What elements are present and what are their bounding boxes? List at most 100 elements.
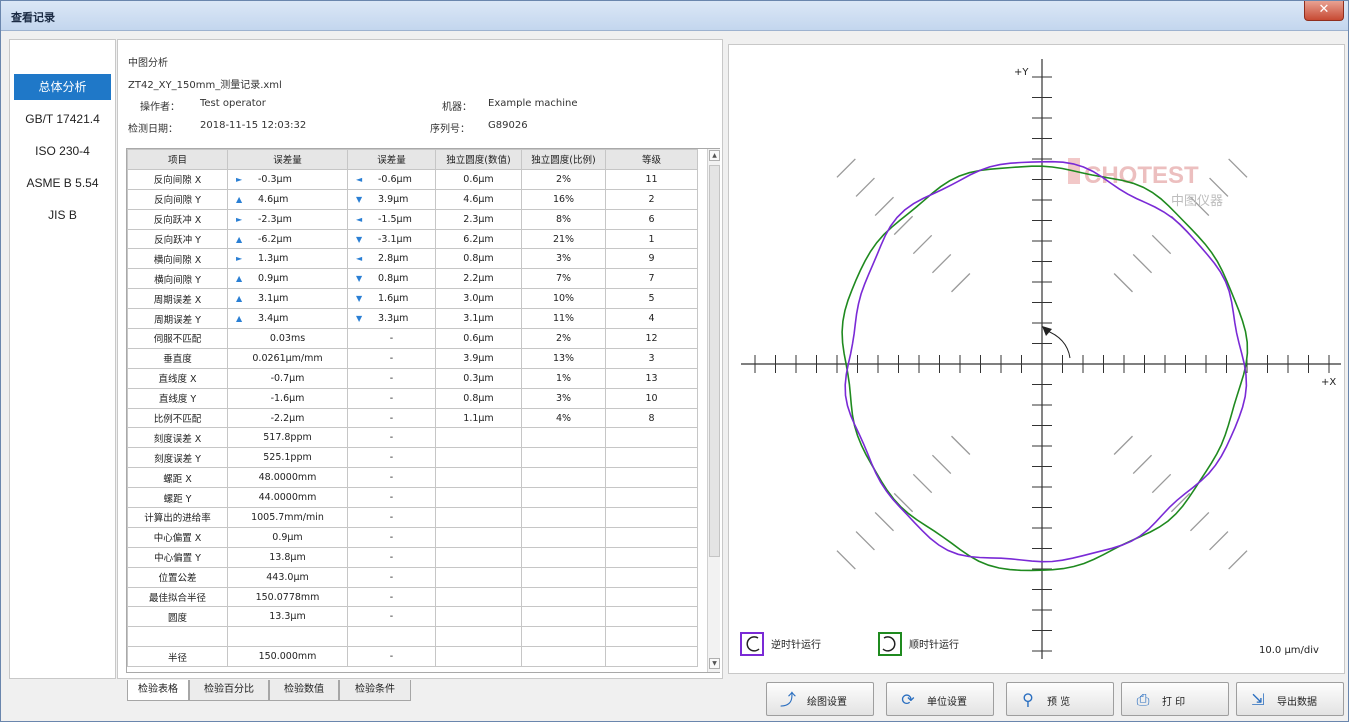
- col-header-error-forward: 误差量: [227, 149, 348, 170]
- tab-test-table[interactable]: 检验表格: [127, 680, 189, 701]
- export-data-icon: ⇲: [1251, 690, 1265, 709]
- cell-roundness-value: 0.3μm: [435, 367, 522, 389]
- cell-error-reverse-value: -: [389, 531, 394, 543]
- tab-test-conditions[interactable]: 检验条件: [339, 680, 411, 701]
- close-button[interactable]: ✕: [1304, 1, 1344, 21]
- sidebar-item-jis-b[interactable]: JIS B: [48, 208, 77, 222]
- cell-error-forward-value: -2.2μm: [270, 412, 305, 424]
- hatch-mark: [893, 215, 914, 236]
- polar-plot-panel: CHOTEST 中图仪器 +Y +X 逆时针运行 顺时针运行 10.0 μm/d…: [728, 44, 1345, 674]
- cell-roundness-value: [435, 646, 522, 668]
- print-button[interactable]: ⎙ 打 印: [1121, 682, 1229, 716]
- cell-error-forward-value: 150.000mm: [258, 651, 317, 663]
- hatch-mark: [1190, 512, 1210, 532]
- cell-item: 最佳拟合半径: [127, 586, 228, 608]
- cell-error-reverse: -: [347, 467, 436, 489]
- cell-item: 直线度 Y: [127, 387, 228, 409]
- table-row: 位置公差 443.0μm -: [127, 566, 698, 588]
- cell-roundness-value: [435, 447, 522, 469]
- cell-error-forward-value: 13.8μm: [269, 551, 306, 563]
- export-data-button[interactable]: ⇲ 导出数据: [1236, 682, 1344, 716]
- cell-error-reverse-value: -: [389, 472, 394, 484]
- cell-item: 周期误差 Y: [127, 308, 228, 330]
- hatch-mark: [1113, 435, 1133, 455]
- y-axis-label: +Y: [1014, 67, 1029, 78]
- cell-item: 中心偏置 Y: [127, 546, 228, 568]
- cell-error-forward: 525.1ppm: [227, 447, 348, 469]
- cell-roundness-value: 0.6μm: [435, 328, 522, 349]
- hatch-mark: [951, 435, 971, 455]
- cell-roundness-percent: [521, 626, 606, 648]
- x-axis-label: +X: [1321, 377, 1336, 388]
- preview-button[interactable]: ⚲ 预 览: [1006, 682, 1114, 716]
- cell-roundness-value: [435, 427, 522, 449]
- table-row: 横向间隙 X ► 1.3μm ◄ 2.8μm 0.8μm 3% 9: [127, 248, 698, 270]
- analysis-type: 中图分析: [128, 58, 168, 69]
- cell-grade: 8: [605, 407, 698, 429]
- cell-error-forward: -2.2μm: [227, 407, 348, 429]
- machine-value: Example machine: [488, 98, 578, 109]
- printer-icon: ⎙: [1136, 690, 1150, 709]
- cell-item: 螺距 X: [127, 467, 228, 489]
- hatch-mark: [836, 550, 856, 570]
- table-row: 计算出的进给率 1005.7mm/min -: [127, 507, 698, 528]
- sidebar-item-iso-230-4[interactable]: ISO 230-4: [35, 144, 90, 158]
- cell-error-forward-value: 0.03ms: [269, 332, 306, 344]
- cell-roundness-value: [435, 507, 522, 528]
- cell-grade: 2: [605, 188, 698, 210]
- cell-error-forward: -1.6μm: [227, 387, 348, 409]
- cell-error-forward-value: 3.4μm: [258, 313, 289, 325]
- ccw-arrow-glyph: [746, 636, 760, 652]
- scroll-thumb[interactable]: [709, 165, 720, 557]
- cell-grade: 10: [605, 387, 698, 409]
- hatch-mark: [874, 512, 894, 532]
- reverse-arrow-icon: ▼: [356, 234, 363, 244]
- reverse-arrow-icon: ▼: [356, 194, 363, 204]
- cell-error-reverse: -: [347, 566, 436, 588]
- scroll-up-icon[interactable]: ▲: [709, 150, 720, 161]
- plot-settings-button[interactable]: ⤴ 绘图设置: [766, 682, 874, 716]
- scroll-down-icon[interactable]: ▼: [709, 658, 720, 669]
- cell-error-forward-value: 443.0μm: [266, 571, 309, 583]
- cell-roundness-value: [435, 566, 522, 588]
- tab-test-percentage[interactable]: 检验百分比: [189, 680, 269, 701]
- table-scrollbar[interactable]: ▲ ▼: [707, 149, 720, 672]
- cell-item: 圆度: [127, 606, 228, 628]
- hatch-mark: [1113, 273, 1133, 293]
- watermark-brand: CHOTEST: [1084, 162, 1199, 189]
- cell-roundness-value: 3.0μm: [435, 288, 522, 310]
- cell-error-forward: 1005.7mm/min: [227, 507, 348, 528]
- hatch-mark: [1151, 234, 1172, 255]
- cell-item: 计算出的进给率: [127, 507, 228, 528]
- cell-error-reverse: -: [347, 387, 436, 409]
- cell-error-reverse: -: [347, 546, 436, 568]
- cell-grade: [605, 646, 698, 668]
- cell-roundness-percent: [521, 546, 606, 568]
- cell-roundness-value: 1.1μm: [435, 407, 522, 429]
- hatch-mark: [1228, 550, 1248, 570]
- cell-grade: 6: [605, 208, 698, 230]
- cell-error-reverse: [347, 626, 436, 648]
- cell-item: 中心偏置 X: [127, 526, 228, 548]
- cell-roundness-percent: [521, 487, 606, 509]
- cell-roundness-percent: [521, 507, 606, 528]
- sidebar-item-asme-b5-54[interactable]: ASME B 5.54: [26, 176, 99, 190]
- table-row: 刻度误差 Y 525.1ppm -: [127, 447, 698, 469]
- unit-settings-button[interactable]: ⟳ 单位设置: [886, 682, 994, 716]
- magnifier-icon: ⚲: [1022, 690, 1034, 709]
- cell-roundness-percent: [521, 606, 606, 628]
- cell-error-forward-value: 44.0000mm: [258, 492, 317, 504]
- cell-error-reverse-value: 0.8μm: [378, 273, 409, 285]
- cell-error-reverse-value: -: [389, 412, 394, 424]
- cell-error-forward: 517.8ppm: [227, 427, 348, 449]
- cell-error-reverse-value: -: [389, 452, 394, 464]
- legend-cw: 顺时针运行: [878, 632, 959, 656]
- cell-item: 直线度 X: [127, 367, 228, 389]
- sidebar-item-gbt-17421-4[interactable]: GB/T 17421.4: [25, 112, 100, 126]
- sidebar-item-overall-analysis[interactable]: 总体分析: [14, 74, 111, 100]
- cell-item: 反向跃冲 Y: [127, 228, 228, 250]
- reverse-arrow-icon: ▼: [356, 274, 363, 284]
- tab-test-values[interactable]: 检验数值: [269, 680, 339, 701]
- cell-grade: [605, 526, 698, 548]
